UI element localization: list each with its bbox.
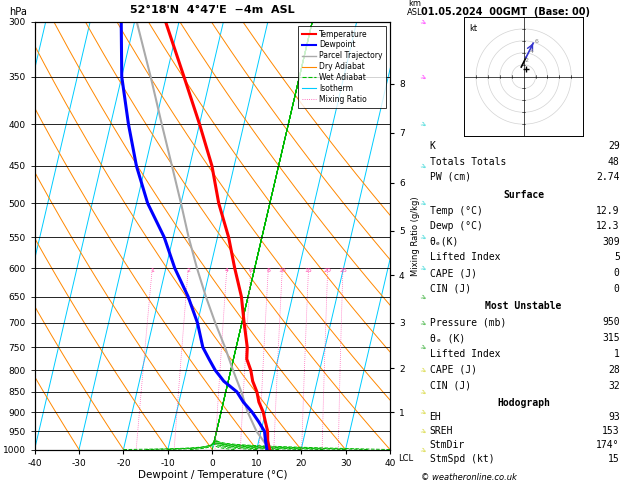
Text: 93: 93 xyxy=(608,412,620,422)
Text: 2.74: 2.74 xyxy=(596,172,620,182)
Text: 1: 1 xyxy=(150,268,154,273)
Text: >: > xyxy=(418,120,426,128)
Text: Lifted Index: Lifted Index xyxy=(430,252,500,262)
Text: 12.3: 12.3 xyxy=(596,221,620,231)
Text: Totals Totals: Totals Totals xyxy=(430,156,506,167)
Text: >: > xyxy=(418,319,426,327)
Text: Most Unstable: Most Unstable xyxy=(486,301,562,312)
Text: Lifted Index: Lifted Index xyxy=(430,349,500,359)
Text: Surface: Surface xyxy=(503,190,544,200)
Legend: Temperature, Dewpoint, Parcel Trajectory, Dry Adiabat, Wet Adiabat, Isotherm, Mi: Temperature, Dewpoint, Parcel Trajectory… xyxy=(298,26,386,108)
Text: >: > xyxy=(418,388,426,396)
Text: 20: 20 xyxy=(324,268,331,273)
Text: 4: 4 xyxy=(530,49,533,54)
Text: 174°: 174° xyxy=(596,440,620,450)
Text: >: > xyxy=(418,233,426,241)
Text: 12.9: 12.9 xyxy=(596,206,620,216)
Text: Pressure (mb): Pressure (mb) xyxy=(430,317,506,327)
Text: CAPE (J): CAPE (J) xyxy=(430,365,477,375)
Text: 1: 1 xyxy=(614,349,620,359)
Text: >: > xyxy=(418,264,426,272)
Text: >: > xyxy=(418,162,426,170)
Text: 315: 315 xyxy=(602,333,620,343)
Text: K: K xyxy=(430,141,435,151)
Text: Mixing Ratio (g/kg): Mixing Ratio (g/kg) xyxy=(411,196,420,276)
Text: >: > xyxy=(418,343,426,351)
Text: EH: EH xyxy=(430,412,442,422)
Text: θₑ(K): θₑ(K) xyxy=(430,237,459,247)
Text: 28: 28 xyxy=(608,365,620,375)
Text: 5: 5 xyxy=(614,252,620,262)
Text: 0: 0 xyxy=(614,284,620,294)
Text: SREH: SREH xyxy=(430,426,453,436)
Text: 6: 6 xyxy=(249,268,253,273)
Text: 2: 2 xyxy=(186,268,190,273)
Text: 29: 29 xyxy=(608,141,620,151)
Text: >: > xyxy=(418,293,426,301)
Text: CIN (J): CIN (J) xyxy=(430,284,470,294)
Text: >: > xyxy=(418,72,426,81)
Text: 309: 309 xyxy=(602,237,620,247)
Text: Hodograph: Hodograph xyxy=(497,398,550,408)
Text: LCL: LCL xyxy=(398,454,413,464)
Text: 6: 6 xyxy=(535,39,538,44)
Text: 2: 2 xyxy=(525,58,529,63)
Text: >: > xyxy=(418,18,426,26)
Text: 4: 4 xyxy=(225,268,229,273)
Text: 153: 153 xyxy=(602,426,620,436)
Text: >: > xyxy=(418,427,426,435)
Text: 950: 950 xyxy=(602,317,620,327)
Text: hPa: hPa xyxy=(9,7,27,17)
Text: 32: 32 xyxy=(608,381,620,391)
Text: © weatheronline.co.uk: © weatheronline.co.uk xyxy=(421,473,517,482)
Text: kt: kt xyxy=(469,24,477,33)
Text: θₑ (K): θₑ (K) xyxy=(430,333,465,343)
Text: km
ASL: km ASL xyxy=(408,0,423,17)
X-axis label: Dewpoint / Temperature (°C): Dewpoint / Temperature (°C) xyxy=(138,470,287,480)
Text: CIN (J): CIN (J) xyxy=(430,381,470,391)
Text: 8: 8 xyxy=(267,268,270,273)
Text: 15: 15 xyxy=(608,454,620,465)
Text: 0: 0 xyxy=(614,268,620,278)
Text: >: > xyxy=(418,408,426,416)
Text: PW (cm): PW (cm) xyxy=(430,172,470,182)
Text: 25: 25 xyxy=(339,268,347,273)
Text: >: > xyxy=(418,366,426,374)
Text: StmSpd (kt): StmSpd (kt) xyxy=(430,454,494,465)
Text: >: > xyxy=(418,446,426,453)
Text: Temp (°C): Temp (°C) xyxy=(430,206,482,216)
Text: >: > xyxy=(418,199,426,208)
Text: StmDir: StmDir xyxy=(430,440,465,450)
Text: 52°18'N  4°47'E  −4m  ASL: 52°18'N 4°47'E −4m ASL xyxy=(130,4,294,15)
Text: 01.05.2024  00GMT  (Base: 00): 01.05.2024 00GMT (Base: 00) xyxy=(421,7,591,17)
Text: 10: 10 xyxy=(279,268,286,273)
Text: CAPE (J): CAPE (J) xyxy=(430,268,477,278)
Text: Dewp (°C): Dewp (°C) xyxy=(430,221,482,231)
Text: 15: 15 xyxy=(304,268,313,273)
Text: 48: 48 xyxy=(608,156,620,167)
